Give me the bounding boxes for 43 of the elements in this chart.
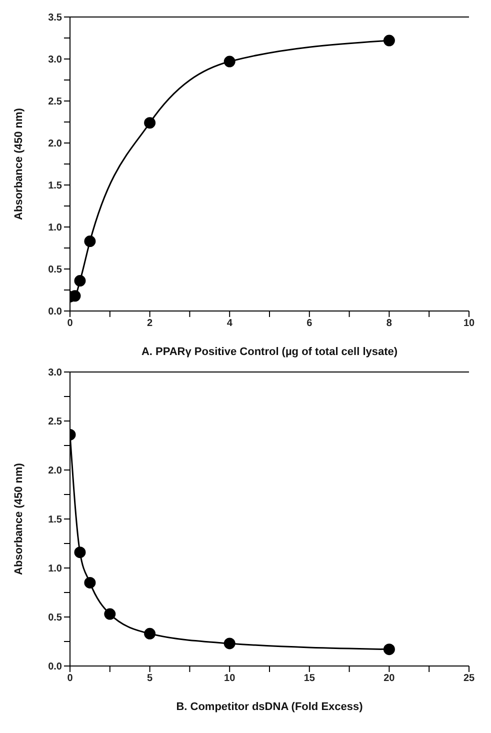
point [74,546,86,558]
x-axis-title: B. Competitor dsDNA (Fold Excess) [176,701,364,713]
y-tick-label: 2.5 [48,416,62,428]
x-axis-title: A. PPARγ Positive Control (µg of total cell lysate) [141,346,398,358]
y-tick-label: 1.0 [48,222,62,234]
x-tick-label: 0 [67,318,74,330]
y-axis-title: Absorbance (450 nm) [12,462,25,575]
point [74,275,86,287]
x-tick-label: 10 [463,318,475,330]
y-tick-label: 0.0 [48,306,62,318]
x-tick-label: 25 [463,673,475,684]
x-tick-label: 20 [384,673,396,684]
x-tick-label: 5 [147,673,154,684]
point [224,56,236,68]
y-tick-label: 0.5 [48,612,62,624]
x-tick-label: 0 [67,673,74,684]
point [383,644,395,656]
y-tick-label: 3.0 [48,54,62,66]
point [383,34,395,46]
y-tick-label: 1.5 [48,514,62,526]
y-tick-label: 1.5 [48,180,62,192]
y-tick-label: 0.0 [48,662,62,673]
x-tick-label: 8 [386,318,392,330]
y-tick-label: 3.5 [48,12,62,24]
x-tick-label: 6 [306,318,313,330]
y-tick-label: 3.0 [48,368,62,379]
point [104,608,116,620]
point [144,117,156,129]
y-tick-label: 2.0 [48,466,62,477]
point [84,236,96,248]
point [84,576,96,588]
point [224,638,236,650]
x-tick-label: 15 [304,673,316,684]
x-tick-label: 4 [226,318,233,330]
y-tick-label: 2.5 [48,96,62,108]
x-tick-label: 2 [147,318,154,330]
y-axis-title: Absorbance (450 nm) [12,108,25,220]
x-tick-label: 10 [224,673,236,684]
y-tick-label: 1.0 [48,564,62,575]
point [144,628,156,640]
y-tick-label: 2.0 [48,138,62,150]
y-tick-label: 0.5 [48,264,62,276]
point [70,290,81,302]
